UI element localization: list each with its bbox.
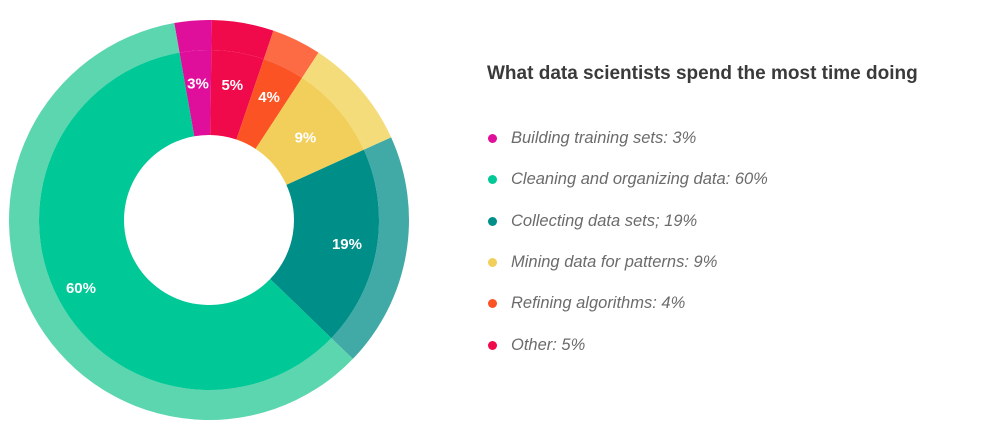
legend-item: Mining data for patterns: 9%: [487, 242, 768, 283]
slice-mining-data-for-patterns: [255, 77, 364, 185]
legend-swatch: [488, 299, 497, 309]
slice-outer-other: [211, 20, 274, 60]
legend-item: Cleaning and organizing data: 60%: [487, 159, 768, 200]
slice-cleaning-and-organizing-data: [39, 52, 332, 390]
slice-outer-refining-algorithms: [263, 30, 319, 78]
slice-outer-mining-data-for-patterns: [302, 52, 392, 150]
legend-item: Other: 5%: [487, 324, 768, 365]
slice-collecting-data-sets: [270, 149, 380, 339]
legend-swatch: [488, 258, 497, 268]
legend-swatch: [488, 216, 497, 226]
chart-title: What data scientists spend the most time…: [487, 63, 918, 84]
slice-value-label: 5%: [221, 77, 243, 94]
legend-swatch: [488, 340, 497, 350]
slice-outer-building-training-sets: [174, 20, 212, 53]
legend-item: Building training sets: 3%: [487, 118, 768, 159]
legend-label: Other: 5%: [511, 335, 586, 354]
slice-value-label: 9%: [295, 129, 317, 146]
slice-value-label: 60%: [66, 280, 96, 297]
donut-chart: 3% 5% 4% 9% 19% 60%: [8, 20, 409, 421]
slice-value-label: 3%: [187, 75, 209, 92]
legend-item: Collecting data sets; 19%: [487, 201, 768, 242]
legend-label: Refining algorithms: 4%: [511, 294, 686, 313]
slice-outer-collecting-data-sets: [331, 137, 409, 359]
legend-label: Mining data for patterns: 9%: [511, 253, 718, 272]
slice-value-label: 19%: [332, 236, 362, 253]
chart-legend: Building training sets: 3% Cleaning and o…: [487, 118, 768, 366]
legend-label: Collecting data sets; 19%: [511, 211, 698, 230]
slice-refining-algorithms: [236, 59, 303, 149]
legend-item: Refining algorithms: 4%: [487, 283, 768, 324]
legend-label: Building training sets: 3%: [511, 129, 697, 148]
legend-swatch: [488, 134, 497, 144]
legend-swatch: [488, 175, 497, 185]
slice-outer-cleaning-and-organizing-data: [8, 23, 353, 421]
slice-other: [210, 50, 264, 140]
legend-label: Cleaning and organizing data: 60%: [511, 170, 768, 189]
slice-value-label: 4%: [258, 89, 280, 106]
slice-building-training-sets: [179, 50, 212, 137]
